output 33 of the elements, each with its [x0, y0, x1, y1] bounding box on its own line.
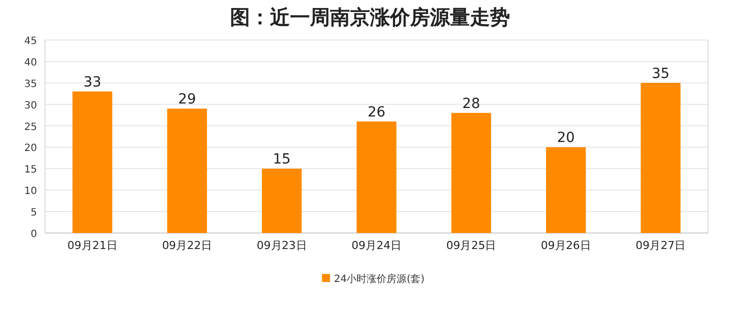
- bar: [167, 108, 207, 233]
- bar: [546, 147, 586, 233]
- bar: [72, 91, 112, 233]
- y-tick-label: 5: [30, 208, 37, 219]
- x-tick-label: 09月27日: [636, 239, 686, 252]
- x-tick-label: 09月21日: [67, 239, 118, 252]
- bar: [356, 121, 396, 233]
- data-label: 35: [652, 66, 670, 82]
- y-tick-label: 30: [24, 100, 37, 112]
- data-label: 33: [83, 74, 102, 90]
- y-tick-label: 35: [24, 78, 37, 90]
- y-tick-label: 25: [24, 122, 37, 133]
- data-label: 26: [368, 104, 386, 120]
- bar: [262, 168, 302, 233]
- x-tick-label: 09月25日: [446, 239, 496, 252]
- y-tick-label: 45: [24, 36, 37, 47]
- data-label: 28: [462, 96, 480, 112]
- x-tick-label: 09月26日: [540, 239, 591, 252]
- y-tick-label: 40: [24, 57, 37, 68]
- legend-label: 24小时涨价房源(套): [334, 273, 425, 285]
- y-tick-label: 15: [24, 164, 37, 176]
- x-tick-label: 09月23日: [256, 239, 307, 252]
- chart-title: 图：近一周南京涨价房源量走势: [230, 5, 510, 29]
- y-tick-label: 10: [24, 186, 37, 198]
- data-label: 29: [178, 92, 196, 108]
- bar: [451, 112, 492, 233]
- x-tick-label: 09月22日: [162, 239, 212, 252]
- y-tick-label: 20: [24, 143, 37, 154]
- y-tick-label: 0: [30, 229, 37, 240]
- data-label: 20: [557, 130, 575, 146]
- x-tick-label: 09月24日: [352, 239, 402, 252]
- bar: [640, 82, 681, 233]
- data-label: 15: [272, 152, 291, 168]
